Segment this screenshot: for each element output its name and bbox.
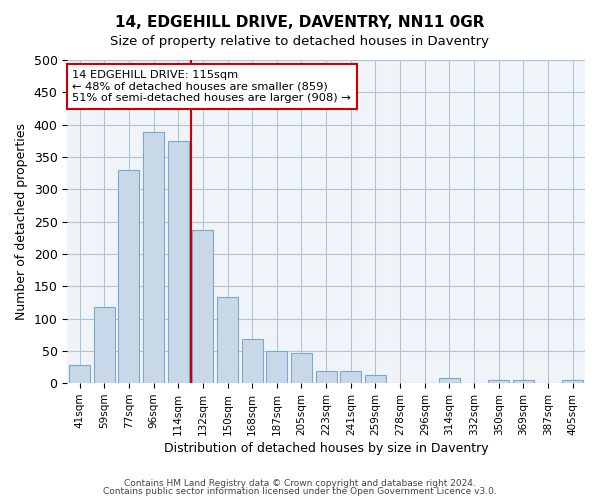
Bar: [513, 380, 534, 383]
Bar: [168, 141, 188, 383]
Bar: [488, 380, 509, 383]
Bar: [340, 371, 361, 383]
Bar: [143, 132, 164, 383]
Bar: [439, 378, 460, 383]
Bar: [291, 354, 312, 383]
Text: 14 EDGEHILL DRIVE: 115sqm
← 48% of detached houses are smaller (859)
51% of semi: 14 EDGEHILL DRIVE: 115sqm ← 48% of detac…: [73, 70, 351, 103]
Bar: [242, 340, 263, 383]
Bar: [94, 307, 115, 383]
Bar: [193, 230, 214, 383]
Text: Contains HM Land Registry data © Crown copyright and database right 2024.: Contains HM Land Registry data © Crown c…: [124, 478, 476, 488]
Bar: [365, 375, 386, 383]
Text: Size of property relative to detached houses in Daventry: Size of property relative to detached ho…: [110, 35, 490, 48]
Bar: [69, 365, 90, 383]
Y-axis label: Number of detached properties: Number of detached properties: [15, 123, 28, 320]
Bar: [562, 380, 583, 383]
Text: 14, EDGEHILL DRIVE, DAVENTRY, NN11 0GR: 14, EDGEHILL DRIVE, DAVENTRY, NN11 0GR: [115, 15, 485, 30]
Bar: [316, 371, 337, 383]
Text: Contains public sector information licensed under the Open Government Licence v3: Contains public sector information licen…: [103, 487, 497, 496]
Bar: [217, 297, 238, 383]
Bar: [118, 170, 139, 383]
X-axis label: Distribution of detached houses by size in Daventry: Distribution of detached houses by size …: [164, 442, 488, 455]
Bar: [266, 351, 287, 383]
